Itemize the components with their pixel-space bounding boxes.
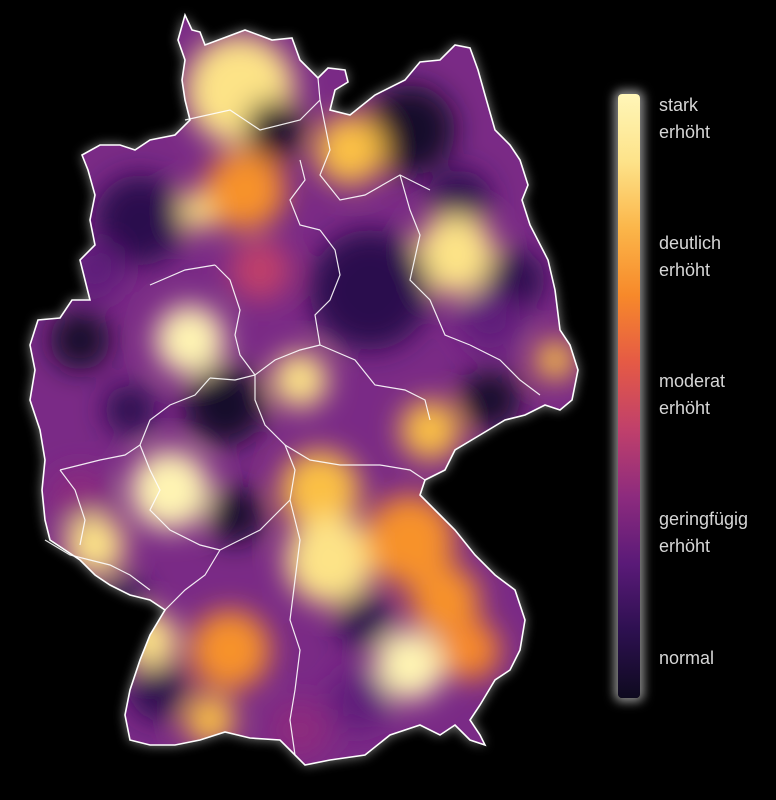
- heat-region-38: [230, 240, 290, 300]
- heat-region-36: [460, 290, 520, 350]
- legend-label-deutlich: deutlich erhöht: [659, 233, 722, 280]
- heat-region-1: [245, 100, 305, 160]
- heat-region-39: [95, 575, 145, 625]
- country-border: [29, 12, 579, 766]
- heat-region-5: [95, 175, 185, 265]
- state-border-15: [289, 499, 301, 756]
- state-border-8: [59, 377, 211, 471]
- germany-heatmap: [29, 12, 579, 766]
- state-border-10: [149, 264, 216, 286]
- heat-region-11: [155, 305, 225, 375]
- heat-region-16: [400, 400, 460, 460]
- heat-region-19: [130, 450, 210, 530]
- heat-region-31: [375, 630, 445, 700]
- heat-region-37: [65, 240, 125, 300]
- heat-region-14: [185, 365, 265, 445]
- heat-region-35: [270, 700, 330, 760]
- heat-region-3: [315, 115, 385, 185]
- heat-region-13: [272, 352, 328, 408]
- state-borders: [44, 77, 541, 756]
- map-svg: [29, 12, 579, 766]
- heat-region-33: [440, 620, 500, 680]
- state-border-16: [44, 539, 151, 591]
- legend-label-moderat: moderat erhöht: [659, 371, 726, 418]
- state-border-2: [289, 159, 321, 231]
- heat-region-12: [50, 310, 110, 370]
- state-border-7: [209, 344, 321, 381]
- heat-region-4: [430, 170, 490, 230]
- heat-region-17: [460, 370, 520, 430]
- state-border-11: [139, 444, 221, 551]
- heat-region-21: [65, 515, 125, 575]
- heat-region-23: [280, 450, 360, 530]
- heat-region-26: [410, 565, 480, 635]
- heat-region-29: [122, 612, 178, 668]
- heat-region-7: [205, 150, 285, 230]
- heat-region-32: [330, 670, 390, 730]
- state-border-4: [319, 344, 431, 421]
- heat-region-2: [365, 85, 455, 175]
- legend: stark erhöht deutlich erhöht moderat erh…: [612, 88, 776, 708]
- legend-label-stark: stark erhöht: [659, 95, 711, 142]
- heat-region-28: [130, 660, 190, 720]
- state-border-12: [219, 375, 296, 551]
- legend-label-geringfuegig: geringfügig erhöht: [659, 509, 749, 556]
- heat-region-18: [535, 340, 575, 380]
- heat-region-15: [105, 385, 155, 435]
- heat-region-8: [415, 215, 495, 295]
- color-scale-bar: [618, 94, 640, 698]
- state-border-6: [469, 344, 541, 396]
- state-border-17: [59, 469, 86, 546]
- state-border-13: [284, 444, 426, 481]
- heat-region-25: [365, 495, 455, 585]
- heat-region-22: [207, 487, 263, 543]
- heat-region-30: [190, 610, 270, 690]
- state-border-5: [399, 174, 471, 346]
- legend-label-normal: normal: [659, 648, 715, 668]
- heat-region-27: [337, 592, 393, 648]
- state-border-14: [164, 549, 221, 611]
- heat-region-10: [310, 230, 430, 350]
- heat-region-24: [285, 515, 375, 605]
- state-border-9: [214, 264, 256, 376]
- state-border-0: [184, 77, 321, 131]
- state-border-3: [314, 229, 341, 346]
